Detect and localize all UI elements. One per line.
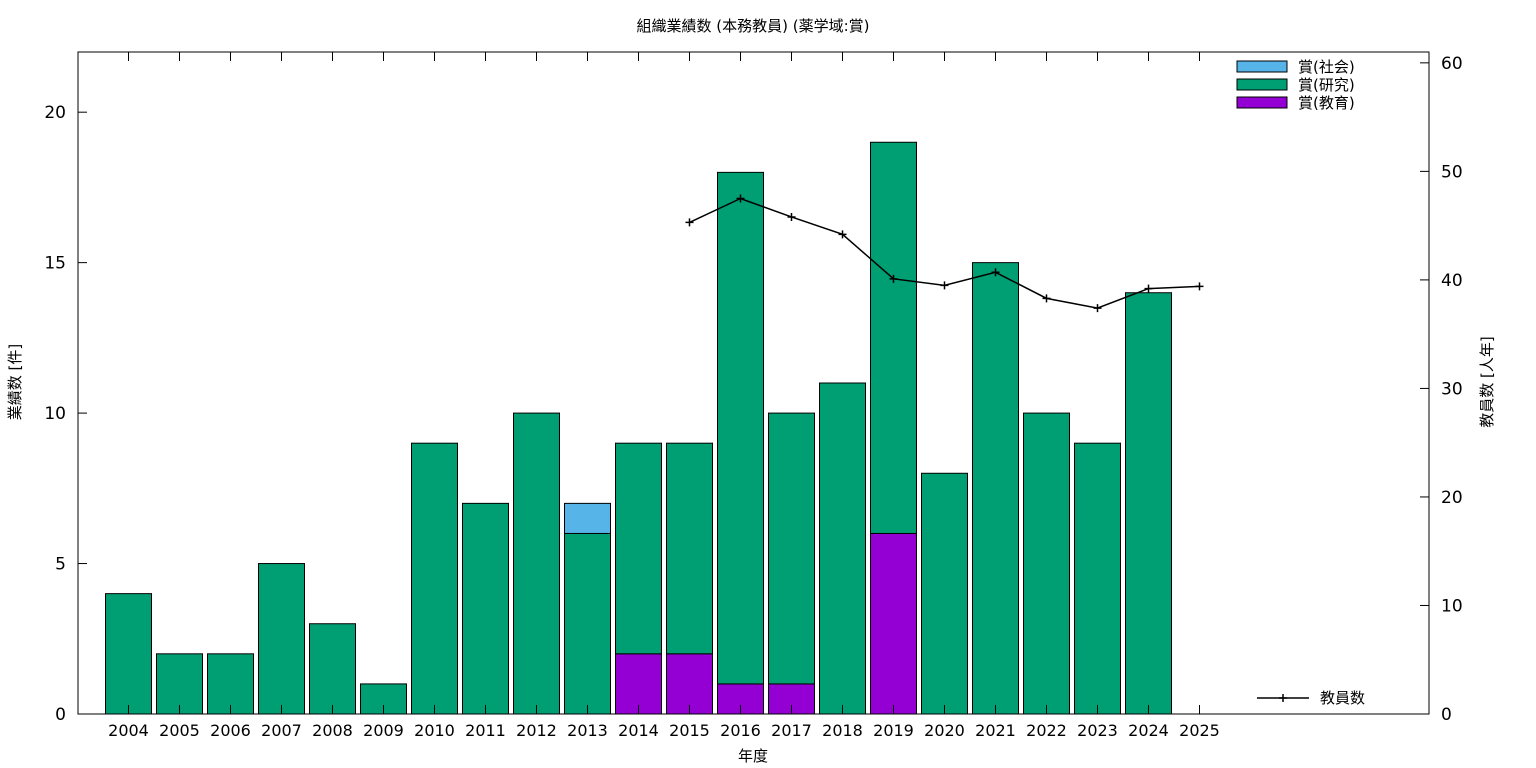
x-tick-label-2016: 2016 (720, 721, 761, 740)
y-tick-label-15: 15 (44, 254, 66, 274)
legend-label-0: 賞(社会) (1298, 58, 1355, 76)
bar-2005-1 (156, 653, 203, 715)
y2-axis-label: 教員数 [人年] (1478, 336, 1496, 427)
plot-frame (77, 51, 1430, 715)
bar-2014-0 (615, 653, 662, 715)
faculty-point-2018 (838, 230, 847, 239)
bar-2012-1 (513, 412, 560, 715)
bar-2013-1 (564, 532, 611, 715)
legend-label-1: 賞(研究) (1298, 76, 1355, 94)
y2-tick-label-0: 0 (1441, 705, 1452, 725)
bar-2015-1 (666, 442, 713, 655)
faculty-point-2020 (940, 281, 949, 290)
bar-2010-1 (411, 442, 458, 715)
bar-2014-1 (615, 442, 662, 655)
x-tick-label-2011: 2011 (465, 721, 506, 740)
bar-2024-1 (1125, 292, 1172, 715)
y-tick-label-5: 5 (55, 555, 66, 575)
faculty-point-2016 (736, 194, 745, 203)
bars-layer (105, 141, 1172, 715)
bar-2023-1 (1074, 442, 1121, 715)
x-tick-label-2010: 2010 (414, 721, 455, 740)
x-tick-label-2008: 2008 (312, 721, 353, 740)
bar-2016-1 (717, 171, 764, 685)
bar-2022-1 (1023, 412, 1070, 715)
faculty-count-line (689, 197, 1200, 309)
x-tick-label-2024: 2024 (1128, 721, 1169, 740)
bar-2019-0 (870, 532, 917, 715)
y2-tick-label-10: 10 (1441, 596, 1463, 616)
x-tick-label-2013: 2013 (567, 721, 608, 740)
x-tick-label-2020: 2020 (924, 721, 965, 740)
bar-2015-0 (666, 653, 713, 715)
legend-line-label: 教員数 (1320, 689, 1365, 707)
y2-tick-label-30: 30 (1441, 379, 1463, 399)
faculty-point-2022 (1042, 294, 1051, 303)
faculty-point-2023 (1093, 304, 1102, 313)
y2-tick-label-20: 20 (1441, 488, 1463, 508)
y2-tick-label-60: 60 (1441, 54, 1463, 74)
faculty-point-2024 (1144, 284, 1153, 293)
bar-2017-1 (768, 412, 815, 685)
bar-2006-1 (207, 653, 254, 715)
x-axis-label: 年度 (738, 747, 768, 765)
x-tick-label-2014: 2014 (618, 721, 659, 740)
y2-tick-label-50: 50 (1441, 162, 1463, 182)
legend: 賞(社会)賞(研究)賞(教育) 教員数 (1236, 58, 1365, 707)
faculty-point-2019 (889, 274, 898, 283)
x-tick-label-2009: 2009 (363, 721, 404, 740)
x-tick-label-2004: 2004 (108, 721, 149, 740)
x-tick-label-2022: 2022 (1026, 721, 1067, 740)
y-tick-label-20: 20 (44, 103, 66, 123)
bar-2019-1 (870, 141, 917, 534)
faculty-point-2015 (685, 218, 694, 227)
y-axis-label: 業績数 [件] (6, 344, 24, 420)
faculty-point-2025 (1195, 282, 1204, 291)
x-tick-label-2019: 2019 (873, 721, 914, 740)
bar-2013-2 (564, 502, 611, 534)
x-tick-label-2005: 2005 (159, 721, 200, 740)
legend-swatch-1 (1236, 78, 1288, 91)
bar-2008-1 (309, 623, 356, 715)
bar-2021-1 (972, 262, 1019, 715)
x-tick-label-2025: 2025 (1179, 721, 1220, 740)
y-tick-label-10: 10 (44, 404, 66, 424)
bar-2004-1 (105, 593, 152, 715)
legend-swatch-0 (1236, 60, 1288, 73)
x-tick-label-2012: 2012 (516, 721, 557, 740)
chart-title: 組織業績数 (本務教員) (薬学域:賞) (637, 17, 870, 35)
legend-label-2: 賞(教育) (1298, 94, 1355, 112)
x-tick-label-2015: 2015 (669, 721, 710, 740)
y2-tick-label-40: 40 (1441, 271, 1463, 291)
bar-2020-1 (921, 472, 968, 715)
line-layer (685, 194, 1204, 313)
faculty-point-2021 (991, 268, 1000, 277)
x-tick-label-2021: 2021 (975, 721, 1016, 740)
y-tick-label-0: 0 (55, 705, 66, 725)
x-tick-label-2017: 2017 (771, 721, 812, 740)
x-tick-label-2007: 2007 (261, 721, 302, 740)
legend-line-marker (1279, 694, 1287, 702)
x-tick-label-2006: 2006 (210, 721, 251, 740)
x-tick-label-2023: 2023 (1077, 721, 1118, 740)
legend-swatch-2 (1236, 96, 1288, 109)
x-tick-label-2018: 2018 (822, 721, 863, 740)
axis-ticks: 0 5 10 15 20 0 10 20 30 40 50 60 2004 2005 2006 2007 200… (44, 52, 1463, 740)
bar-2018-1 (819, 382, 866, 715)
faculty-point-2017 (787, 212, 796, 221)
bar-2007-1 (258, 563, 305, 715)
bar-2011-1 (462, 502, 509, 715)
